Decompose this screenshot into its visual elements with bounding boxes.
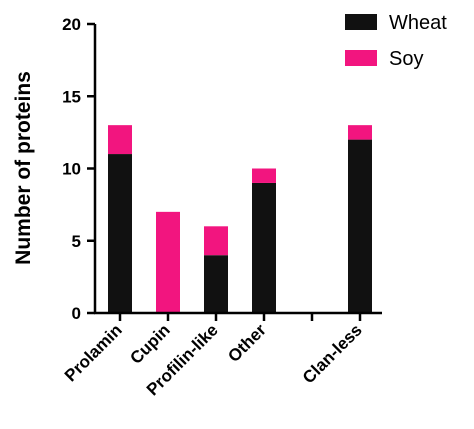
bars-layer (108, 125, 372, 313)
bar-soy-profilin-like (204, 226, 228, 256)
legend-label-soy: Soy (389, 48, 423, 70)
bar-wheat-prolamin (108, 154, 132, 313)
bar-wheat-clan-less (348, 139, 372, 313)
legend-label-wheat: Wheat (389, 12, 447, 34)
y-tick-label: 20 (62, 15, 81, 34)
legend: Wheat Soy (345, 12, 447, 70)
bar-soy-other (252, 168, 276, 183)
axes-layer (93, 24, 382, 315)
y-ticks: 0 5 10 15 20 (62, 15, 95, 323)
y-tick-label: 15 (62, 87, 81, 106)
x-tick-label: Clan-less (299, 320, 366, 387)
bar-soy-prolamin (108, 125, 132, 155)
bar-soy-clan-less (348, 125, 372, 140)
bar-soy-cupin (156, 211, 180, 313)
y-tick-label: 10 (62, 160, 81, 179)
y-axis-label: Number of proteins (12, 71, 35, 265)
legend-swatch-soy (345, 50, 377, 66)
y-tick-label: 5 (72, 232, 81, 251)
x-tick-label: Other (224, 320, 270, 366)
bar-wheat-other (252, 182, 276, 313)
y-tick-label: 0 (72, 304, 81, 323)
x-tick-label: Prolamin (61, 320, 126, 385)
bar-wheat-profilin-like (204, 255, 228, 313)
legend-swatch-wheat (345, 14, 377, 30)
